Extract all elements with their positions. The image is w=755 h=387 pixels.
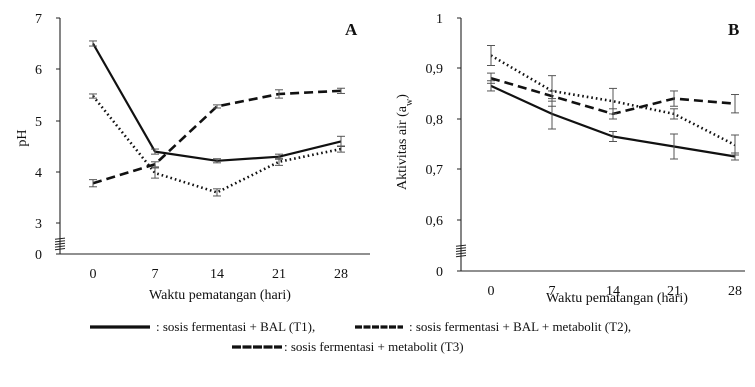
legend-label: : sosis fermentasi + BAL (T1),: [156, 319, 315, 334]
x-tick-label: 7: [152, 267, 159, 282]
error-bar: [151, 161, 159, 168]
error-bar: [337, 87, 345, 94]
y-axis-label: Aktivitas air (aw): [395, 94, 415, 190]
error-bar: [609, 131, 617, 142]
y-tick-label: 0: [436, 265, 443, 280]
chart-panel-b: 0 0,6 0,7 0,8 0,9 1 0 7 14 21 28 Waktu pematangan (…: [395, 12, 745, 306]
x-tick-label: 21: [272, 267, 286, 282]
x-tick-label: 21: [667, 284, 681, 299]
error-bar: [89, 40, 97, 47]
y-tick-label: 3: [35, 217, 42, 232]
error-bar: [609, 87, 617, 115]
series-t2: [89, 87, 345, 188]
series-t1: [89, 40, 345, 164]
error-bar: [89, 93, 97, 99]
axis-break-stroke: [54, 237, 66, 240]
y-tick-label: 0,7: [426, 163, 444, 178]
legend-label: : sosis fermentasi + BAL + metabolit (T2…: [409, 319, 631, 334]
y-tick-label: 0,9: [426, 62, 444, 77]
x-axis-label: Waktu pematangan (hari): [546, 291, 688, 306]
error-bar: [487, 72, 495, 84]
y-axis-label-end: ): [395, 94, 410, 99]
axis-break-stroke: [455, 247, 467, 250]
y-tick-label: 4: [35, 166, 42, 181]
x-tick-label: 0: [488, 284, 495, 299]
legend-label: : sosis fermentasi + metabolit (T3): [284, 339, 464, 354]
x-tick-label: 28: [334, 267, 348, 282]
axis-break-stroke: [455, 244, 467, 247]
legend: : sosis fermentasi + BAL (T1), : sosis fe…: [90, 319, 631, 354]
x-tick-label: 14: [606, 284, 620, 299]
y-tick-label: 6: [35, 63, 42, 78]
y-axis-label-main: Aktivitas air (a: [395, 105, 410, 190]
axis-break-stroke: [54, 242, 66, 245]
error-bar: [337, 145, 345, 153]
error-bar: [89, 179, 97, 188]
error-bar: [670, 108, 678, 120]
x-tick-label: 7: [549, 284, 556, 299]
x-tick-label: 0: [90, 267, 97, 282]
error-bar: [731, 134, 739, 156]
axis-break-stroke: [455, 255, 467, 258]
series-t3: [89, 93, 345, 197]
y-tick-label: 0,8: [426, 113, 444, 128]
axis-break-marker: [54, 237, 66, 251]
chart-panel-a: 0 3 4 5 6 7 0 7 14 21 28 Waktu pematangan (hari) pH A: [15, 12, 370, 303]
error-bar: [487, 45, 495, 66]
y-axis-label-main: pH: [15, 129, 30, 146]
axis-break-stroke: [455, 249, 467, 252]
error-bar: [151, 148, 159, 155]
error-bar: [275, 157, 283, 166]
axis-break-stroke: [455, 252, 467, 255]
axis-break-marker: [455, 244, 467, 258]
y-tick-label: 1: [436, 12, 443, 27]
panel-label: A: [345, 20, 358, 39]
x-axis-label: Waktu pematangan (hari): [149, 288, 291, 303]
y-tick-label: 0: [35, 248, 42, 263]
error-bar: [213, 188, 221, 197]
y-tick-label: 7: [35, 12, 42, 27]
series-line: [92, 89, 342, 185]
x-tick-label: 28: [728, 284, 742, 299]
error-bar: [213, 158, 221, 164]
y-tick-label: 5: [35, 115, 42, 130]
error-bar: [670, 90, 678, 107]
error-bar: [731, 94, 739, 114]
y-axis-label: pH: [15, 129, 30, 146]
series-t3: [487, 45, 739, 156]
error-bar: [213, 104, 221, 109]
error-bar: [151, 167, 159, 179]
axis-break-stroke: [54, 245, 66, 248]
y-tick-label: 0,6: [426, 214, 444, 229]
panel-label: B: [728, 20, 739, 39]
series-line: [91, 95, 342, 194]
series-line: [490, 54, 736, 147]
y-axis-label-subscript: w: [404, 98, 415, 106]
x-tick-label: 14: [210, 267, 224, 282]
error-bar: [275, 89, 283, 99]
error-bar: [548, 75, 556, 107]
axis-break-stroke: [54, 248, 66, 251]
axis-break-stroke: [54, 240, 66, 243]
error-bar: [670, 133, 678, 160]
